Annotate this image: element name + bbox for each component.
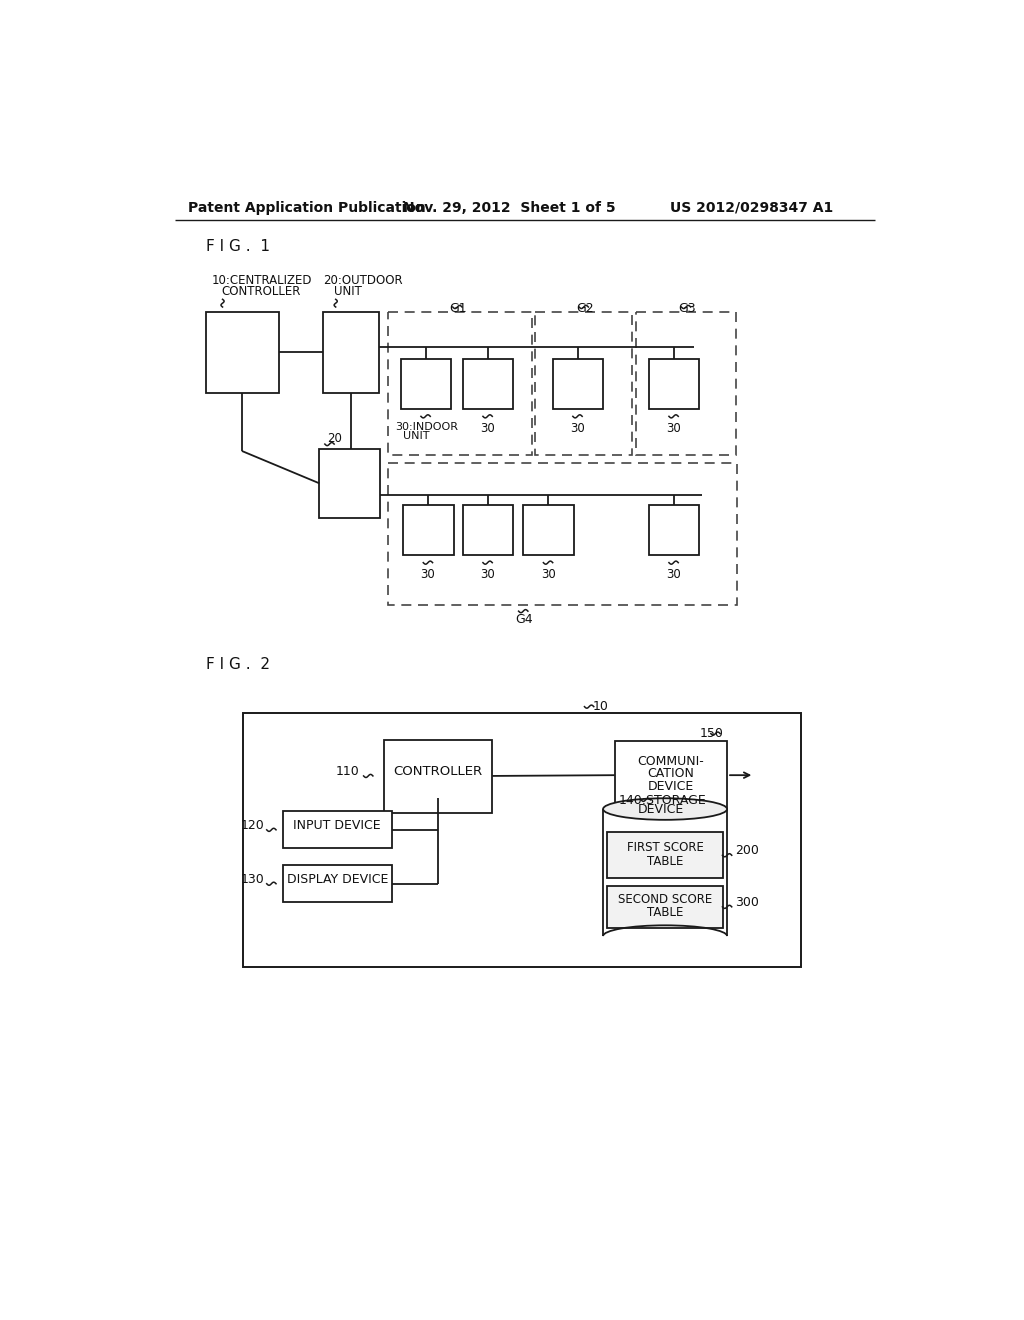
Text: 30: 30	[421, 568, 435, 581]
Text: US 2012/0298347 A1: US 2012/0298347 A1	[671, 201, 834, 215]
Text: TABLE: TABLE	[647, 855, 683, 869]
Text: 300: 300	[735, 896, 759, 908]
Bar	[649, 506, 699, 554]
Text: 130: 130	[241, 873, 264, 886]
Bar	[400, 359, 452, 409]
Text: UNIT: UNIT	[334, 285, 362, 298]
Text: G2: G2	[575, 302, 594, 314]
Text: UNIT: UNIT	[403, 430, 430, 441]
Text: 120: 120	[241, 818, 264, 832]
Bar	[636, 313, 736, 455]
Text: SECOND SCORE: SECOND SCORE	[617, 892, 713, 906]
Text: 20: 20	[328, 432, 342, 445]
Text: 140:STORAGE: 140:STORAGE	[618, 793, 707, 807]
Text: F I G .  1: F I G . 1	[206, 239, 269, 255]
Text: 200: 200	[735, 843, 759, 857]
Bar	[463, 359, 513, 409]
Text: 20:OUTDOOR: 20:OUTDOOR	[324, 275, 402, 286]
Text: 30: 30	[480, 422, 495, 434]
Text: 30: 30	[667, 568, 681, 581]
Bar	[649, 359, 699, 409]
Text: G4: G4	[515, 614, 534, 627]
Bar	[463, 506, 513, 554]
Text: INPUT DEVICE: INPUT DEVICE	[294, 820, 381, 833]
Text: G3: G3	[678, 302, 696, 314]
Text: FIRST SCORE: FIRST SCORE	[627, 841, 703, 854]
Bar	[206, 313, 280, 393]
Text: F I G .  2: F I G . 2	[206, 657, 269, 672]
Bar	[283, 866, 391, 903]
Bar	[607, 832, 723, 878]
Bar	[523, 506, 573, 554]
Bar	[283, 812, 391, 849]
Text: Patent Application Publication: Patent Application Publication	[188, 201, 426, 215]
Bar	[607, 886, 723, 928]
Text: 150: 150	[699, 727, 723, 741]
Text: CONTROLLER: CONTROLLER	[221, 285, 300, 298]
Bar	[319, 449, 380, 517]
Bar	[388, 313, 531, 455]
Text: 30:INDOOR: 30:INDOOR	[395, 422, 459, 432]
Text: TABLE: TABLE	[647, 907, 683, 920]
Text: COMMUNI-: COMMUNI-	[637, 755, 703, 768]
Text: 30: 30	[480, 568, 495, 581]
Text: DEVICE: DEVICE	[647, 780, 693, 793]
Text: 10: 10	[593, 700, 609, 713]
Bar	[553, 359, 603, 409]
Bar	[388, 462, 737, 605]
Text: DEVICE: DEVICE	[638, 803, 684, 816]
Text: DISPLAY DEVICE: DISPLAY DEVICE	[287, 874, 388, 887]
Text: 110: 110	[336, 764, 359, 777]
Text: G1: G1	[450, 302, 467, 314]
Text: 10:CENTRALIZED: 10:CENTRALIZED	[212, 275, 312, 286]
Text: Nov. 29, 2012  Sheet 1 of 5: Nov. 29, 2012 Sheet 1 of 5	[403, 201, 615, 215]
Text: CATION: CATION	[647, 767, 694, 780]
Bar	[243, 713, 801, 966]
Text: CONTROLLER: CONTROLLER	[393, 764, 482, 777]
Bar	[403, 506, 454, 554]
Text: 30: 30	[541, 568, 555, 581]
Text: 30: 30	[570, 422, 585, 434]
Text: 30: 30	[667, 422, 681, 434]
Bar	[614, 742, 727, 809]
Bar	[384, 739, 493, 813]
Bar	[535, 313, 632, 455]
Bar	[324, 313, 379, 393]
Ellipse shape	[603, 799, 727, 820]
